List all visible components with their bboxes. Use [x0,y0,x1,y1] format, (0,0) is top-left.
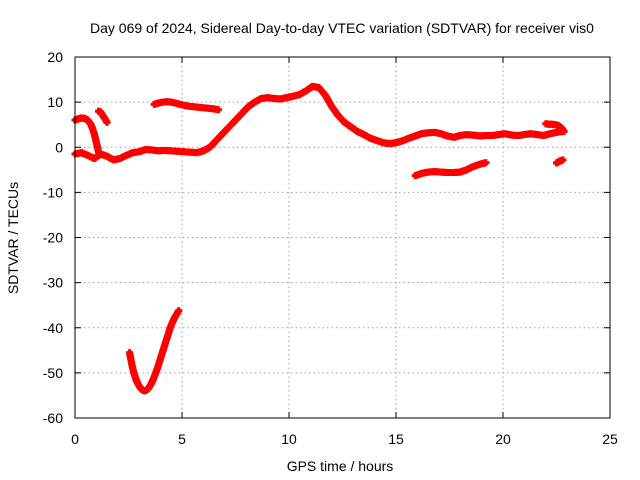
data-point [214,106,222,114]
x-axis-label: GPS time / hours [287,458,394,474]
x-tick-label: 25 [602,431,618,447]
data-layer [71,82,568,395]
series [126,307,183,395]
chart-title: Day 069 of 2024, Sidereal Day-to-day VTE… [90,20,594,36]
data-point [559,156,567,164]
series [542,120,568,135]
x-tick-label: 15 [388,431,404,447]
axes: 20 10 0 -10 -20 -30 -40 -50 -60 0 5 10 15 20 25 [43,49,618,447]
y-tick-label: -60 [43,410,63,426]
y-tick-label: 20 [47,49,63,65]
x-tick-label: 10 [281,431,297,447]
data-point [175,307,183,315]
grid [75,57,610,418]
y-tick-label: -10 [43,184,63,200]
series [71,114,103,156]
y-tick-label: 0 [55,139,63,155]
y-tick-label: -20 [43,230,63,246]
series [95,107,111,126]
series [411,159,490,180]
series [150,98,222,114]
y-axis-label: SDTVAR / TECUs [5,182,21,294]
x-tick-label: 0 [71,431,79,447]
series [553,156,567,167]
data-point [560,127,568,135]
x-tick-label: 5 [178,431,186,447]
y-tick-label: -30 [43,275,63,291]
x-tick-label: 20 [495,431,511,447]
y-tick-label: 10 [47,94,63,110]
plot-frame [74,56,611,419]
y-tick-label: -40 [43,320,63,336]
data-point [482,159,490,167]
y-tick-label: -50 [43,365,63,381]
series [71,82,567,164]
data-point [103,118,111,126]
